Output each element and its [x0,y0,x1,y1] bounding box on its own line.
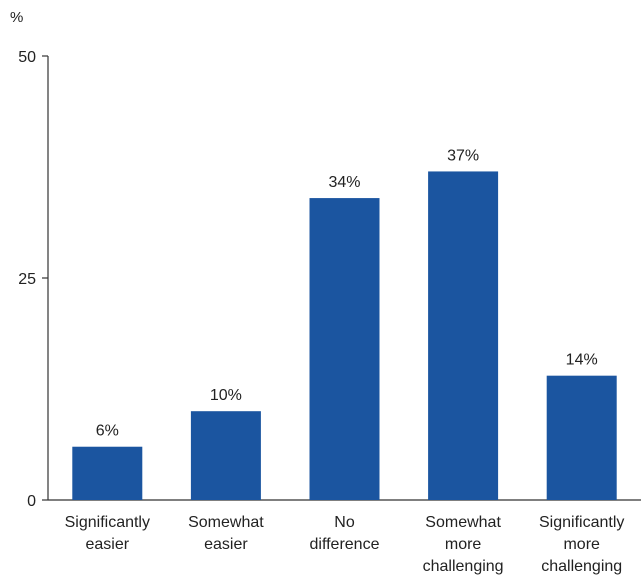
bar [546,375,617,500]
x-category-label-line: difference [310,536,380,553]
bar-value-label: 34% [328,174,360,191]
x-category-label: No difference [310,514,380,553]
x-category-label-line: Significantly [539,514,624,531]
bar [190,411,261,500]
x-category-label: Significantly more challenging [539,514,624,575]
bar-value-label: 14% [566,352,598,369]
x-category-label-line: Somewhat [188,514,264,531]
x-category-label-line: more [445,536,482,553]
x-category-label-line: easier [204,536,248,553]
bar-value-label: 10% [210,387,242,404]
bars [72,171,617,500]
x-category-label-line: easier [86,536,130,553]
bar [309,198,380,500]
bar-value-label: 6% [96,423,119,440]
y-tick-label: 25 [18,271,36,288]
y-axis-unit-label: % [10,9,23,26]
bar-value-label: 37% [447,147,479,164]
x-category-label-line: challenging [541,558,622,575]
x-category-label-line: challenging [423,558,504,575]
bar [72,446,143,500]
x-category-label-line: Somewhat [425,514,501,531]
y-tick-label: 0 [27,493,36,510]
x-category-label: Somewhat easier [188,514,264,553]
y-tick-label: 50 [18,49,36,66]
x-category-label-line: No [334,514,355,531]
labels: 6% Significantly easier 10% Somewhat easier 34… [65,147,625,575]
x-category-label-line: Significantly [65,514,150,531]
x-category-label: Somewhat more challenging [423,514,504,575]
x-category-label-line: more [563,536,600,553]
x-category-label: Significantly easier [65,514,150,553]
bar [428,171,499,500]
